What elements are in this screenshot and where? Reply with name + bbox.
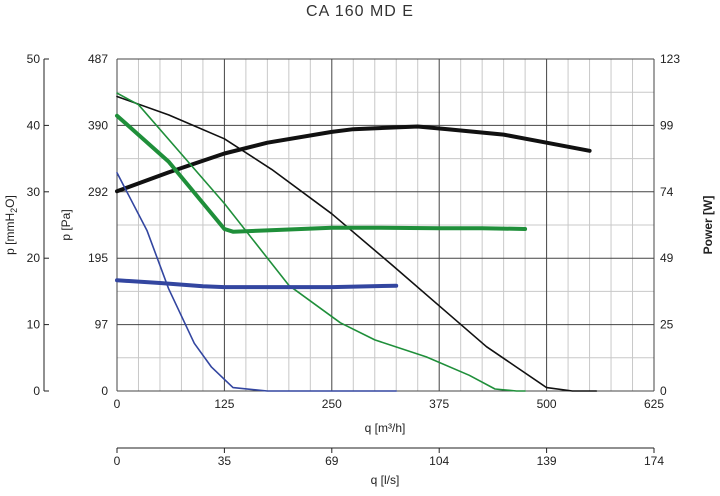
y-left-outer-tick-label: 50	[27, 52, 41, 66]
y-right-tick-label: 123	[660, 52, 680, 66]
chart-title: CA 160 MD E	[306, 3, 414, 20]
x-tick-label: 0	[114, 397, 121, 411]
y-left-outer-tick-label: 20	[27, 251, 41, 265]
x-tick-label: 500	[537, 397, 557, 411]
y-left-outer-tick-label: 0	[33, 384, 40, 398]
y-left-outer-label: p [mmH2O]	[3, 195, 19, 255]
y-left-inner-tick-label: 0	[101, 384, 108, 398]
x2-tick-label: 139	[537, 454, 557, 468]
series-line-pressure-low	[116, 172, 398, 392]
y-left-inner-tick-label: 195	[88, 251, 108, 265]
y-left-outer-tick-label: 10	[27, 318, 41, 332]
x2-tick-label: 69	[325, 454, 339, 468]
x-tick-label: 250	[322, 397, 342, 411]
y-left-inner-tick-label: 97	[95, 318, 109, 332]
y-left-inner-tick-label: 292	[88, 185, 108, 199]
x2-tick-label: 0	[114, 454, 121, 468]
y-left-inner-tick-label: 390	[88, 118, 108, 132]
x-tick-label: 625	[644, 397, 664, 411]
x2-tick-label: 174	[644, 454, 664, 468]
x2-tick-label: 35	[218, 454, 232, 468]
x2-axis-label: q [l/s]	[371, 473, 400, 487]
y-right-tick-label: 49	[660, 251, 674, 265]
series-line-pressure-medium	[116, 92, 526, 392]
x-tick-label: 375	[429, 397, 449, 411]
x-tick-label: 125	[214, 397, 234, 411]
y-right-tick-label: 99	[660, 118, 674, 132]
y-right-tick-label: 0	[660, 384, 667, 398]
x-axis-label: q [m³/h]	[365, 421, 406, 435]
y-left-inner-label: p [Pa]	[59, 209, 73, 240]
y-left-outer-tick-label: 30	[27, 185, 41, 199]
y-right-label: Power [W]	[701, 196, 715, 255]
y-left-outer-tick-label: 40	[27, 118, 41, 132]
series-line-power-low	[115, 278, 399, 290]
series-line-power-high	[115, 124, 592, 194]
x2-tick-label: 104	[429, 454, 449, 468]
series-line-power-medium	[115, 113, 528, 234]
series-line-pressure-high	[116, 95, 598, 392]
series-layer	[115, 92, 598, 392]
y-right-tick-label: 25	[660, 318, 674, 332]
y-right-tick-label: 74	[660, 185, 674, 199]
y-left-inner-tick-label: 487	[88, 52, 108, 66]
grid	[43, 58, 655, 449]
